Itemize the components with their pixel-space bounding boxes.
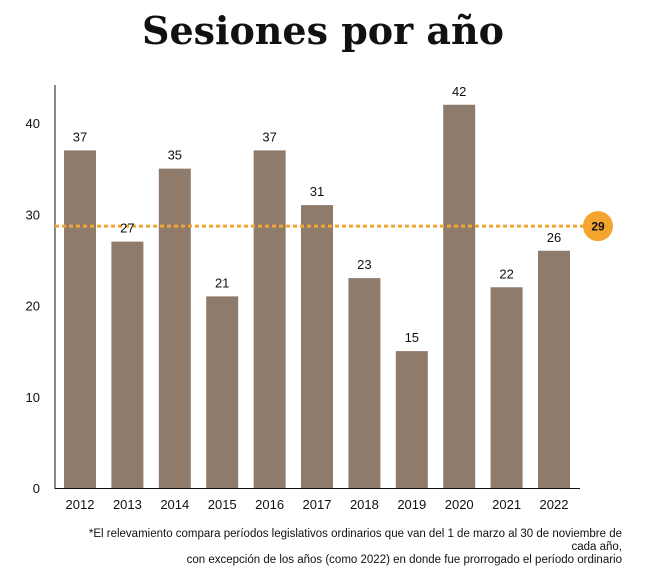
footnote-line-2: cada año, [571, 541, 622, 553]
x-tick-label: 2014 [160, 497, 189, 512]
bar-2021 [490, 287, 523, 488]
x-tick-label: 2015 [208, 497, 237, 512]
data-label-2012: 37 [73, 129, 87, 144]
footnote-line-3: con excepción de los años (como 2022) en… [186, 554, 622, 566]
y-tick-label: 30 [26, 207, 40, 222]
y-tick-label: 40 [26, 116, 40, 131]
bar-2016 [253, 150, 286, 488]
bar-2018 [348, 278, 381, 488]
data-label-2022: 26 [547, 230, 561, 245]
y-tick-label: 10 [26, 390, 40, 405]
footnote: *El relevamiento compara períodos legisl… [22, 528, 622, 567]
x-tick-label: 2021 [492, 497, 521, 512]
average-badge [583, 211, 613, 242]
data-label-2016: 37 [262, 129, 276, 144]
x-tick-label: 2022 [540, 497, 569, 512]
data-label-2019: 15 [405, 330, 419, 345]
data-label-2020: 42 [452, 84, 466, 99]
x-tick-label: 2020 [445, 497, 474, 512]
average-badge-label: 29 [591, 220, 605, 234]
data-label-2014: 35 [168, 148, 182, 163]
x-tick-label: 2013 [113, 497, 142, 512]
bar-2015 [206, 296, 239, 488]
x-tick-label: 2018 [350, 497, 379, 512]
y-tick-label: 20 [26, 299, 40, 314]
data-label-2021: 22 [499, 266, 513, 281]
bar-2012 [64, 150, 96, 488]
bar-2019 [395, 351, 428, 488]
chart-title: Sesiones por año [142, 8, 504, 53]
data-label-2017: 31 [310, 184, 324, 199]
y-tick-label: 0 [33, 481, 40, 496]
bar-2013 [111, 241, 144, 488]
footnote-line-1: *El relevamiento compara períodos legisl… [88, 528, 622, 540]
x-tick-label: 2016 [255, 497, 284, 512]
data-label-2018: 23 [357, 257, 371, 272]
data-label-2013: 27 [120, 221, 134, 236]
x-tick-label: 2019 [397, 497, 426, 512]
data-label-2015: 21 [215, 275, 229, 290]
x-tick-label: 2012 [66, 497, 95, 512]
x-tick-label: 2017 [303, 497, 332, 512]
bar-2020 [443, 104, 476, 488]
bar-2017 [301, 205, 333, 488]
bar-2022 [538, 250, 570, 488]
bar-2014 [158, 168, 191, 488]
